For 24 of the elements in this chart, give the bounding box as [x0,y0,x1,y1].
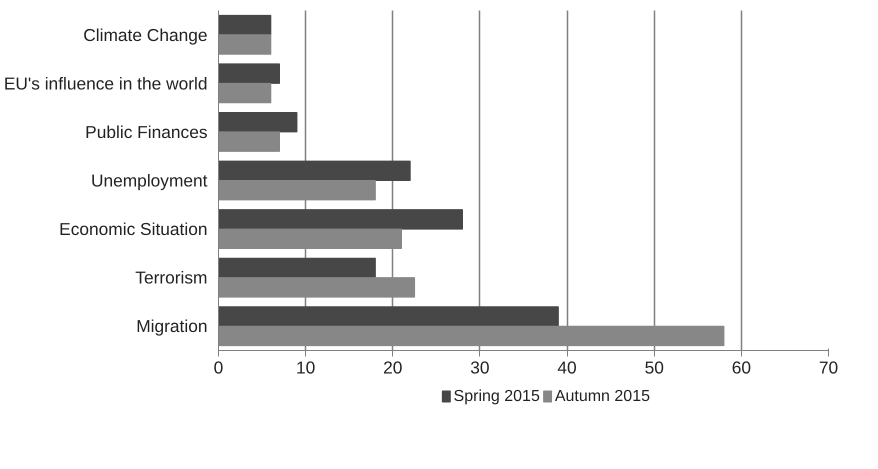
x-tick-label: 20 [383,358,402,378]
x-tick-label: 30 [470,358,490,378]
y-tick-label: EU's influence in the world [4,73,208,94]
legend-label: Spring 2015 [454,388,540,405]
x-tick-label: 70 [818,358,838,378]
y-tick-label: Unemployment [90,170,208,190]
y-tick-label: Public Finances [85,122,208,142]
legend-label: Autumn 2015 [554,388,650,405]
x-tick-label: 50 [644,358,664,378]
x-tick-label: 60 [732,358,751,378]
x-tick-label: 40 [557,358,577,378]
bar [218,14,272,36]
x-tick-label: 0 [214,358,224,378]
y-tick-label: Migration [136,316,208,336]
bar [218,306,559,327]
bar [218,63,280,84]
x-tick-label: 10 [296,358,316,378]
bar [218,209,463,230]
y-tick-label: Terrorism [135,268,208,288]
y-tick-label: Climate Change [83,24,208,45]
bar [218,258,376,278]
y-tick-label: Economic Situation [59,219,208,240]
bar [218,112,298,132]
bar [218,160,411,181]
